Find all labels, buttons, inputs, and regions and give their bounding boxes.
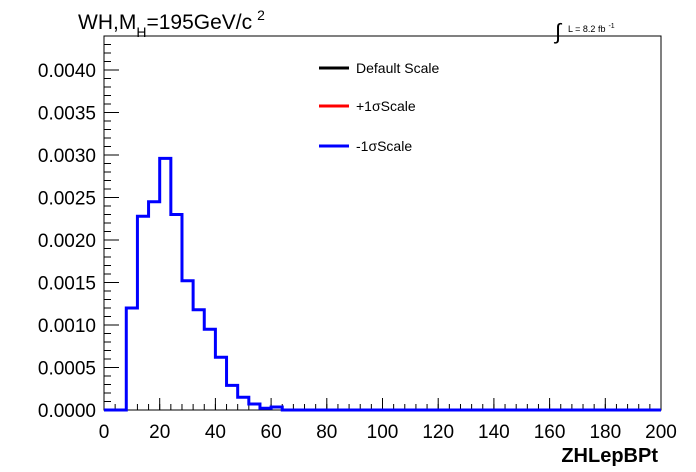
legend: Default Scale +1σScale -1σScale [319, 60, 439, 154]
integral-symbol: ∫ [553, 19, 563, 44]
y-tick-label: 0.0020 [38, 231, 96, 252]
x-tick-label: 80 [316, 422, 337, 443]
x-tick-label: 140 [478, 422, 510, 443]
y-tick-label: 0.0025 [38, 189, 96, 210]
legend-label-default: Default Scale [356, 60, 439, 76]
x-tick-label: 0 [99, 422, 110, 443]
legend-label-minus1sigma: -1σScale [356, 138, 412, 154]
x-tick-label: 40 [205, 422, 226, 443]
x-tick-label: 120 [422, 422, 454, 443]
y-tick-label: 0.0015 [38, 274, 96, 295]
y-tick-label: 0.0000 [38, 401, 96, 422]
plot-title: WH,MH=195GeV/c 2 [78, 7, 265, 40]
y-tick-label: 0.0010 [38, 316, 96, 337]
legend-label-plus1sigma: +1σScale [356, 98, 416, 114]
x-tick-label: 60 [261, 422, 282, 443]
x-axis-title: ZHLepBPt [561, 445, 658, 467]
histogram-series-minus1sigma [104, 156, 661, 412]
luminosity-label: L = 8.2 fb -1 [568, 23, 615, 34]
y-tick-label: 0.0035 [38, 104, 96, 125]
y-tick-label: 0.0030 [38, 146, 96, 167]
x-tick-label: 200 [645, 422, 677, 443]
plot-frame [103, 35, 662, 411]
y-tick-label: 0.0005 [38, 359, 96, 380]
x-tick-label: 20 [149, 422, 170, 443]
x-tick-label: 180 [589, 422, 621, 443]
x-tick-label: 160 [534, 422, 566, 443]
x-tick-label: 100 [367, 422, 399, 443]
y-tick-label: 0.0040 [38, 61, 96, 82]
